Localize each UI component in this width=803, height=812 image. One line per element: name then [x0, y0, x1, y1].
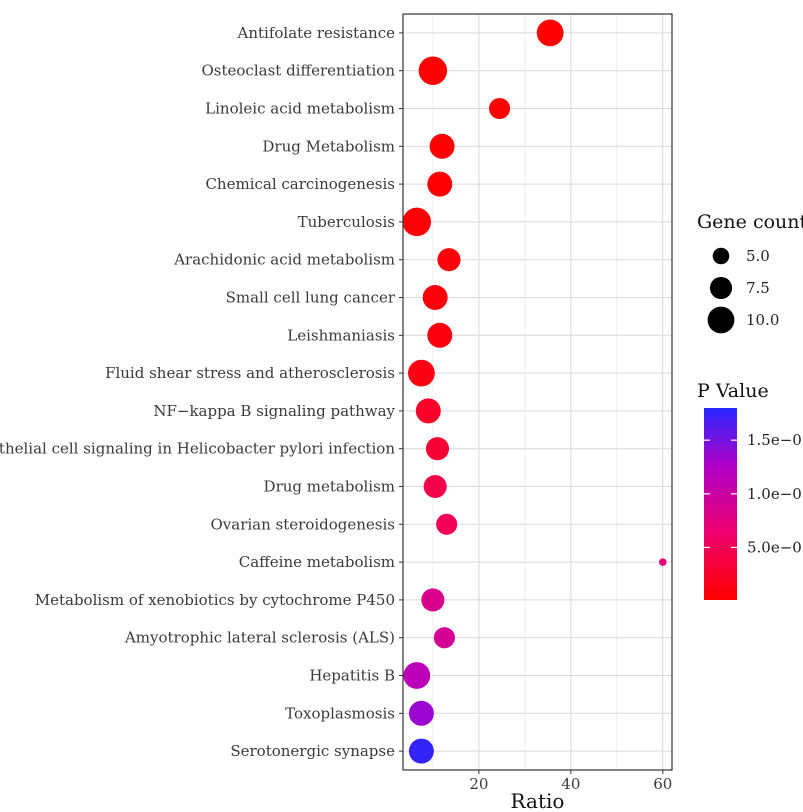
size-legend-title: Gene count	[697, 211, 803, 233]
p-value-colorbar	[704, 408, 737, 600]
size-legend: 5.0 7.5 10.0	[707, 247, 779, 334]
y-category-label: Serotonergic synapse	[230, 742, 395, 760]
size-legend-key	[707, 306, 735, 334]
data-point	[408, 359, 435, 387]
data-points	[402, 19, 667, 764]
y-category-label: Hepatitis B	[309, 667, 395, 685]
color-legend-label: 1.5e−05	[747, 431, 803, 449]
data-point	[423, 474, 447, 499]
plot-panel-border	[402, 13, 673, 771]
x-tick-label: 40	[561, 775, 580, 793]
y-category-label: Linoleic acid metabolism	[205, 100, 395, 118]
data-point	[427, 171, 453, 197]
y-category-label: Leishmaniasis	[287, 326, 395, 344]
y-category-label: NF−kappa B signaling pathway	[153, 402, 395, 420]
data-point	[403, 662, 431, 689]
data-point	[408, 700, 434, 726]
y-category-label: Drug Metabolism	[262, 137, 395, 155]
y-category-label: Metabolism of xenobiotics by cytochrome …	[35, 591, 395, 609]
color-legend-label: 1.0e−05	[747, 485, 803, 503]
data-point	[489, 97, 511, 120]
data-point	[421, 588, 445, 612]
data-point	[422, 285, 448, 310]
y-category-label: Caffeine metabolism	[239, 553, 395, 571]
data-point	[402, 207, 432, 237]
data-point	[418, 56, 448, 85]
y-category-label: Tuberculosis	[298, 213, 395, 231]
y-axis-ticks	[399, 32, 403, 752]
x-axis-title: Ratio	[511, 789, 565, 812]
y-category-label: Fluid shear stress and atherosclerosis	[105, 364, 395, 382]
y-category-label: Osteoclast differentiation	[202, 62, 396, 80]
y-category-label: Ovarian steroidogenesis	[211, 515, 396, 533]
plot-grid	[403, 14, 672, 770]
size-legend-label: 10.0	[746, 311, 779, 329]
color-legend-label: 5.0e−06	[747, 538, 803, 556]
y-category-label: Toxoplasmosis	[285, 704, 395, 722]
data-point	[429, 133, 455, 159]
y-axis-labels: Antifolate resistance Osteoclast differen…	[0, 24, 396, 760]
data-point	[436, 513, 458, 535]
y-category-label: Amyotrophic lateral sclerosis (ALS)	[124, 629, 395, 647]
size-legend-key	[709, 276, 733, 300]
color-legend-ticks: 1.5e−05 1.0e−05 5.0e−06	[704, 431, 803, 556]
data-point	[415, 398, 441, 424]
data-point	[408, 738, 434, 764]
size-legend-label: 7.5	[746, 279, 770, 297]
size-legend-label: 5.0	[746, 247, 770, 265]
data-point	[427, 322, 453, 348]
x-tick-label: 20	[469, 775, 488, 793]
y-category-label: Antifolate resistance	[237, 24, 396, 42]
y-category-label: Chemical carcinogenesis	[205, 175, 395, 193]
y-category-label: Epithelial cell signaling in Helicobacte…	[0, 440, 395, 458]
data-point	[659, 558, 667, 566]
data-point	[433, 627, 455, 649]
x-axis-ticks: 20 40 60	[469, 770, 672, 793]
data-point	[437, 248, 461, 272]
y-category-label: Arachidonic acid metabolism	[173, 251, 395, 269]
size-legend-key	[712, 247, 730, 265]
data-point	[536, 19, 564, 47]
color-legend-title: P Value	[697, 380, 769, 402]
y-category-label: Drug metabolism	[264, 478, 395, 496]
x-tick-label: 60	[653, 775, 672, 793]
y-category-label: Small cell lung cancer	[226, 289, 396, 307]
data-point	[425, 437, 450, 461]
